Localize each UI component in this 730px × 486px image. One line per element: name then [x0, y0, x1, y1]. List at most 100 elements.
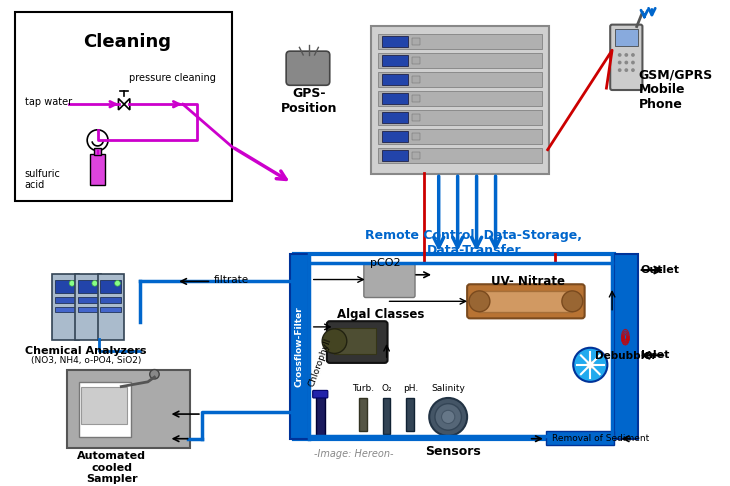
Text: Removal of Sediment: Removal of Sediment — [553, 434, 650, 443]
Bar — [412, 38, 420, 46]
Bar — [382, 131, 408, 142]
FancyBboxPatch shape — [327, 321, 388, 363]
Text: filtrate: filtrate — [214, 275, 249, 284]
Bar — [412, 57, 420, 65]
Bar — [546, 431, 614, 445]
Bar — [77, 296, 99, 303]
Bar — [55, 279, 76, 293]
Bar — [378, 53, 542, 68]
Circle shape — [618, 61, 621, 65]
Text: pH.: pH. — [403, 384, 418, 393]
Bar — [101, 296, 121, 303]
Text: Crossflow-Filter: Crossflow-Filter — [295, 306, 304, 387]
Text: Algal Classes: Algal Classes — [337, 308, 425, 321]
Bar — [293, 254, 614, 439]
Bar — [412, 133, 420, 140]
Text: O₂: O₂ — [381, 384, 392, 393]
Bar — [82, 386, 127, 424]
Bar — [382, 93, 408, 104]
Text: GSM/GPRS
Mobile
Phone: GSM/GPRS Mobile Phone — [639, 68, 713, 111]
Bar — [77, 279, 99, 293]
Bar — [378, 110, 542, 125]
Bar — [382, 112, 408, 123]
FancyBboxPatch shape — [98, 274, 124, 340]
Bar — [382, 55, 408, 66]
Bar — [378, 34, 542, 49]
Bar — [382, 36, 408, 47]
FancyBboxPatch shape — [52, 274, 79, 340]
Circle shape — [624, 68, 629, 72]
FancyBboxPatch shape — [75, 274, 101, 340]
Bar — [77, 307, 99, 312]
Text: (NO3, NH4, o-PO4, SiO2): (NO3, NH4, o-PO4, SiO2) — [31, 356, 142, 365]
Circle shape — [87, 130, 108, 151]
Bar — [378, 148, 542, 163]
FancyBboxPatch shape — [286, 51, 330, 85]
Circle shape — [322, 329, 347, 353]
Bar — [382, 150, 408, 161]
Circle shape — [631, 53, 635, 57]
Circle shape — [624, 61, 629, 65]
Bar — [382, 74, 408, 85]
Text: Inlet: Inlet — [640, 350, 669, 360]
Circle shape — [150, 369, 159, 379]
Text: Chlorophyll: Chlorophyll — [307, 337, 334, 388]
FancyBboxPatch shape — [67, 370, 190, 448]
FancyBboxPatch shape — [15, 12, 232, 201]
Text: pressure cleaning: pressure cleaning — [129, 73, 216, 83]
Text: GPS-
Position: GPS- Position — [280, 87, 337, 115]
Polygon shape — [118, 99, 130, 110]
Text: Cleaning: Cleaning — [83, 33, 172, 51]
Circle shape — [435, 404, 461, 430]
Circle shape — [429, 398, 467, 436]
Bar — [55, 307, 76, 312]
Bar — [101, 279, 121, 293]
Bar — [378, 91, 542, 106]
Text: pCO2: pCO2 — [369, 258, 400, 268]
Bar — [615, 29, 638, 47]
Text: Salinity: Salinity — [431, 384, 465, 393]
Text: Outlet: Outlet — [640, 265, 680, 275]
Bar — [614, 254, 638, 439]
Bar — [79, 382, 131, 437]
Text: Sensors: Sensors — [425, 445, 481, 458]
Circle shape — [618, 53, 621, 57]
Circle shape — [631, 68, 635, 72]
Circle shape — [586, 361, 594, 368]
Text: sulfuric
acid: sulfuric acid — [25, 169, 61, 190]
Text: Chemical Analyzers: Chemical Analyzers — [26, 346, 147, 356]
FancyBboxPatch shape — [610, 25, 642, 90]
Circle shape — [115, 280, 120, 286]
Text: Turb.: Turb. — [352, 384, 374, 393]
Circle shape — [69, 280, 75, 286]
Bar — [480, 291, 572, 312]
Bar — [290, 254, 309, 439]
Text: -Image: Hereon-: -Image: Hereon- — [314, 449, 393, 459]
Text: Automated
cooled
Sampler: Automated cooled Sampler — [77, 451, 146, 484]
Bar — [359, 398, 366, 431]
Bar — [412, 152, 420, 159]
Bar — [101, 307, 121, 312]
Bar — [378, 72, 542, 87]
Bar — [412, 95, 420, 103]
Bar — [383, 398, 391, 434]
Bar — [334, 328, 376, 354]
FancyBboxPatch shape — [312, 390, 328, 398]
Circle shape — [469, 291, 490, 312]
FancyBboxPatch shape — [364, 263, 415, 297]
Circle shape — [631, 61, 635, 65]
Bar — [412, 76, 420, 84]
Bar — [90, 155, 105, 185]
Circle shape — [573, 348, 607, 382]
FancyBboxPatch shape — [372, 26, 549, 174]
Bar — [315, 393, 325, 436]
Circle shape — [624, 53, 629, 57]
Circle shape — [562, 291, 583, 312]
Circle shape — [442, 410, 455, 423]
Text: Debubbler: Debubbler — [595, 350, 656, 361]
Circle shape — [618, 68, 621, 72]
Circle shape — [92, 280, 98, 286]
Bar — [407, 398, 414, 431]
Bar — [93, 148, 101, 156]
Bar — [412, 114, 420, 122]
